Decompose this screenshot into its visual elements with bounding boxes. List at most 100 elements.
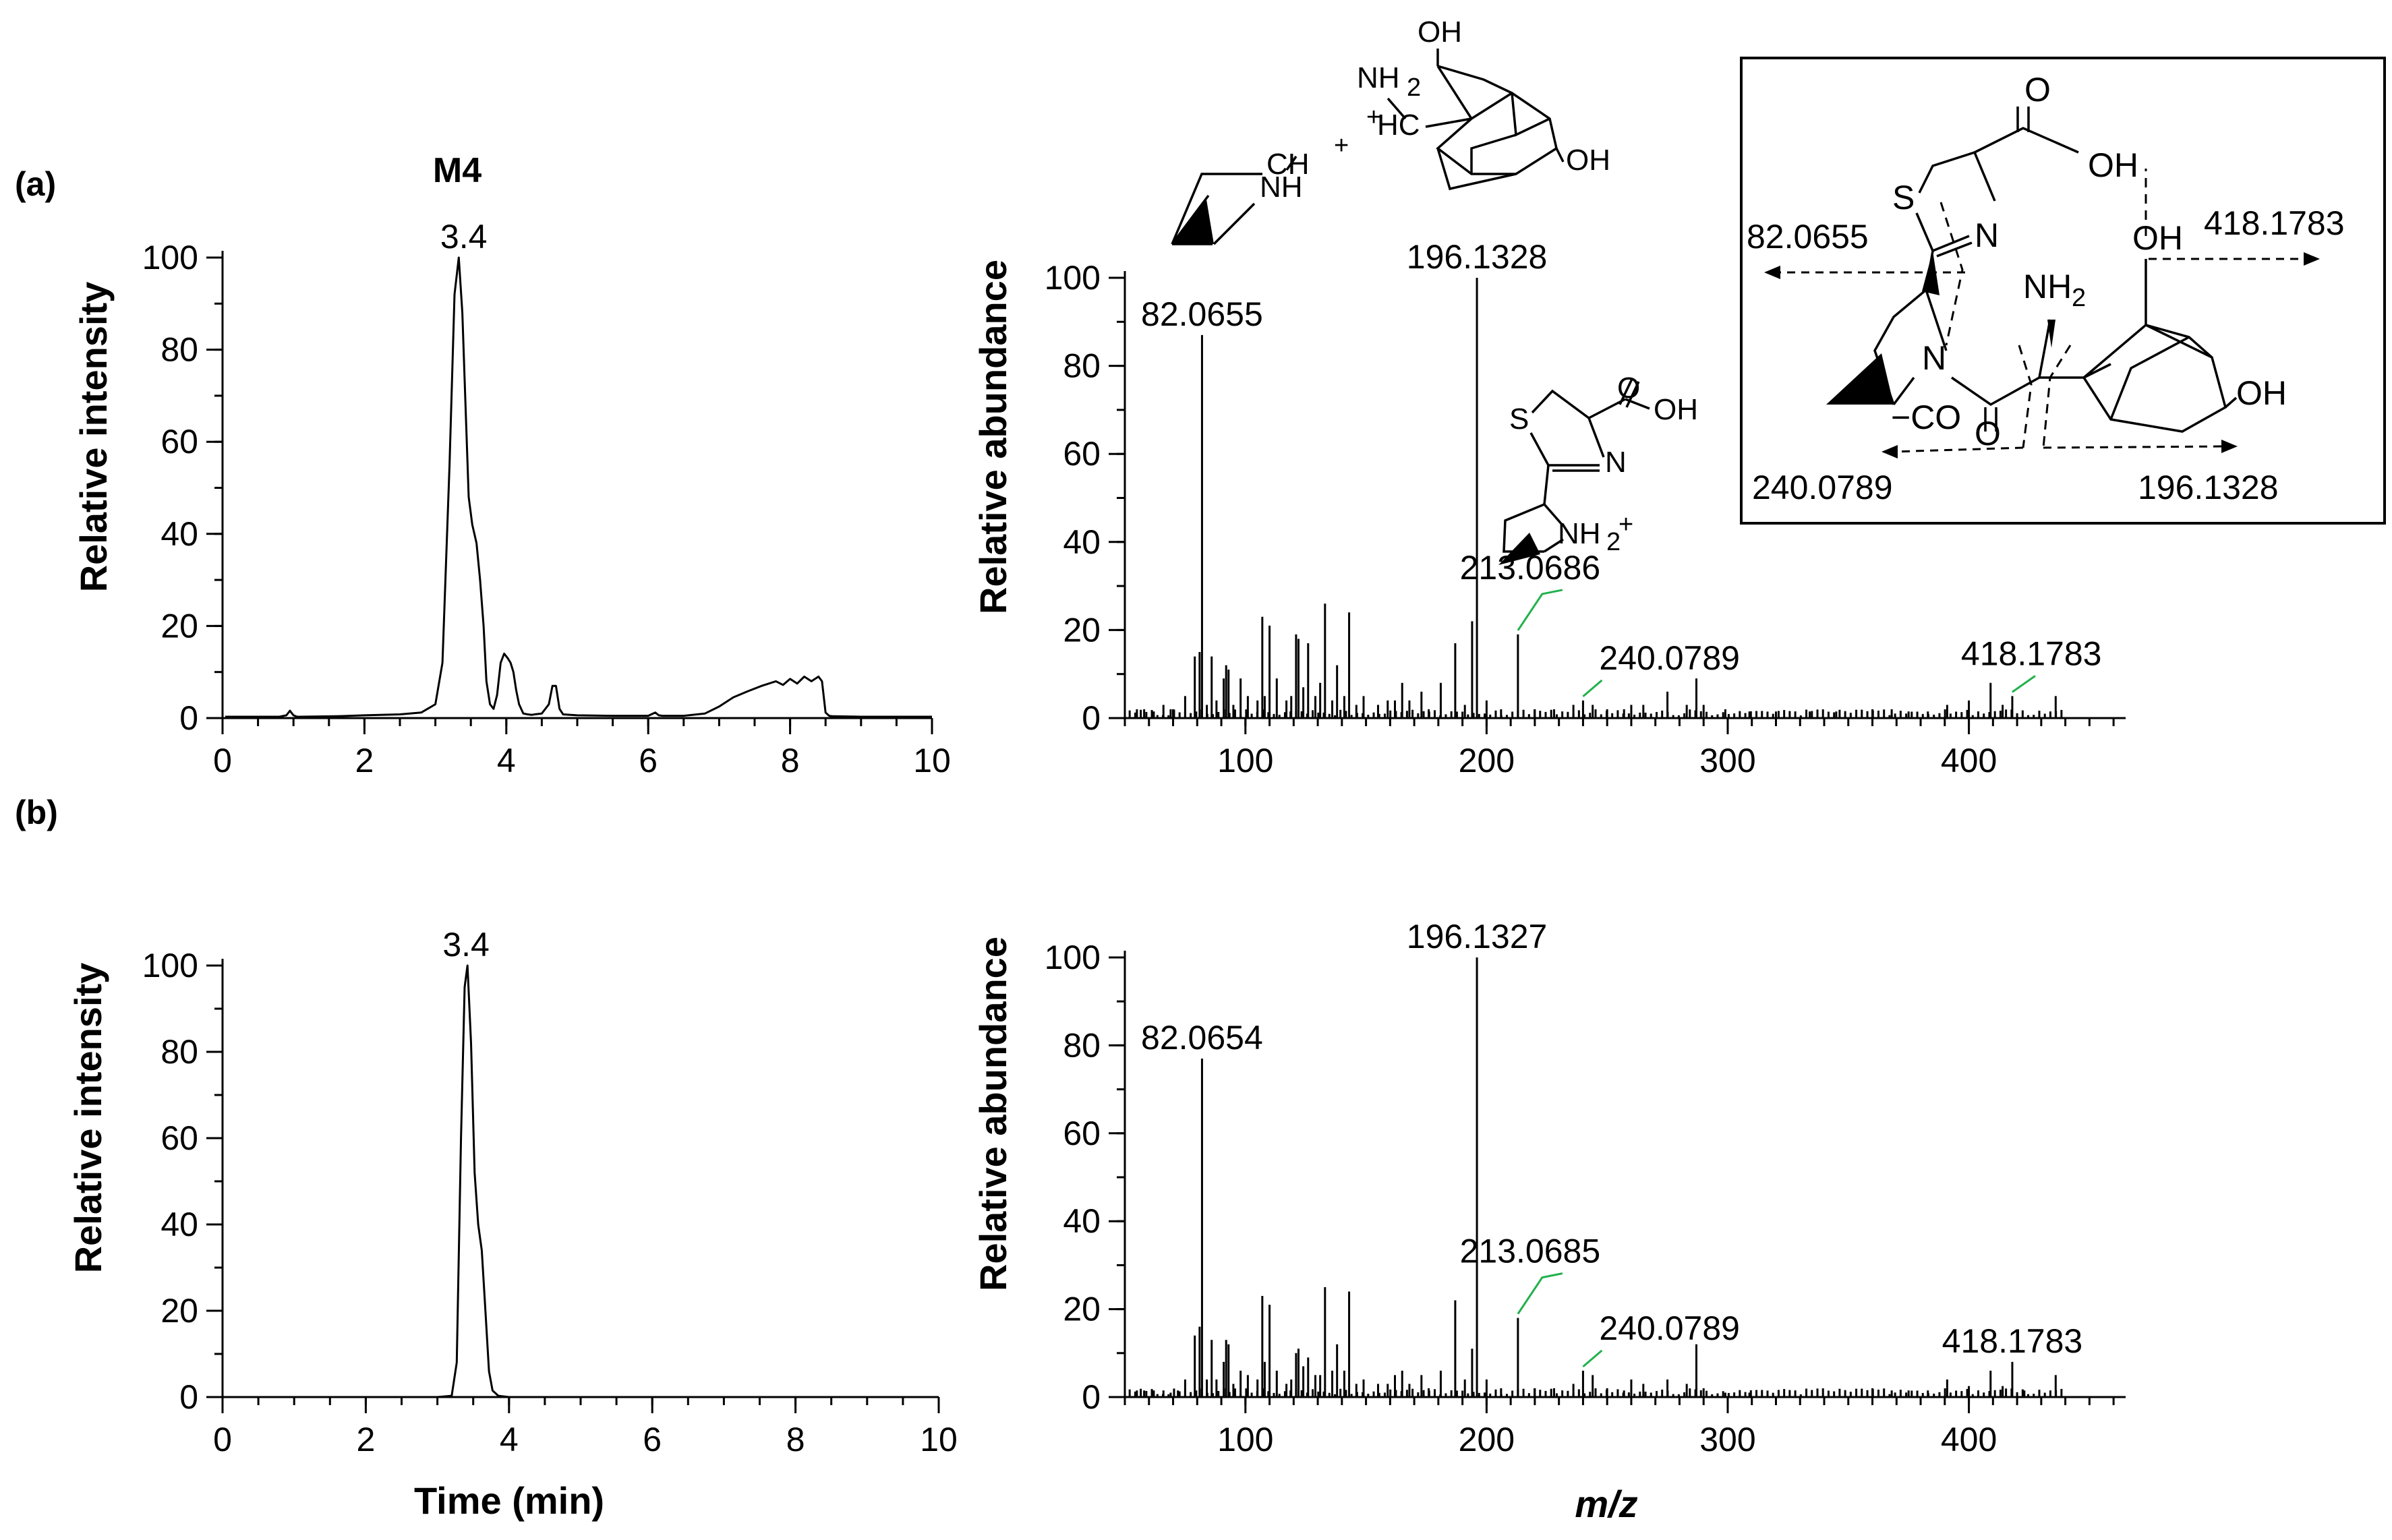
struct3-oh: OH [1654,393,1698,426]
chrom-b-ylabel: Relative intensity [67,963,109,1274]
chrom-b-x-tick-label: 8 [786,1421,805,1458]
inset-atom-nh2-sub: 2 [2072,284,2086,312]
ms-b-label-leader [1517,1272,1563,1315]
struct2-hc: HC [1377,109,1420,142]
chrom-b-x-tick-label: 4 [500,1421,519,1458]
chrom-b-y-tick-label: 60 [161,1119,198,1157]
ms-b-peak-label: 196.1327 [1407,918,1548,955]
chrom-b-y-tick-label: 20 [161,1292,198,1330]
chrom-b-y-tick-label: 40 [161,1206,198,1243]
chrom-a-x-tick-label: 6 [639,742,658,779]
structure-thiazoline-cation: O OH S N NH 2 + [1498,372,1698,565]
chrom-b-y-tick-label: 0 [179,1378,198,1416]
chrom-a-trace [225,256,932,718]
ms-b-peak-label: 418.1783 [1942,1322,2083,1360]
ms-a-y-tick-label: 0 [1082,699,1101,737]
ms-b-x-tick-label: 200 [1459,1421,1515,1458]
chrom-a-x-tick-label: 4 [497,742,516,779]
chrom-b-y-tick-label: 100 [142,947,198,984]
structure-pyrrolidinyl-cation: CH + NH [1171,131,1349,245]
chrom-a-y-tick-label: 20 [161,607,198,645]
panel-label-b: (b) [15,794,58,831]
inset-frag-240: 240.0789 [1752,469,1893,506]
struct2-oh-right: OH [1566,144,1610,177]
struct2-nh2-sub: 2 [1407,73,1421,102]
ms-a-peak-label: 418.1783 [1961,634,2102,672]
structure-adamantyl-cation: OH NH 2 + HC OH [1357,16,1610,191]
inset-frag-82: 82.0655 [1747,218,1869,256]
struct3-s: S [1509,403,1529,436]
inset-atom-oh-right: OH [2236,374,2287,412]
ms-a-x-tick-label: 200 [1459,742,1515,779]
mass-spectrum-b: 100 200 300 400 0 20 40 60 80 100 82.0654 196.1327 2… [1045,918,2126,1458]
inset-frag-196: 196.1328 [2138,469,2279,506]
inset-atom-n-ring: N [1975,216,1999,254]
ms-a-y-tick-label: 60 [1063,435,1101,473]
inset-atom-nh2: NH [2023,268,2072,305]
chrom-a-x-tick-label: 10 [913,742,951,779]
ms-b-y-tick-label: 40 [1063,1202,1101,1240]
chrom-a-x-tick-label: 8 [781,742,800,779]
ms-b-y-tick-label: 100 [1045,939,1101,976]
ms-b-label-leader [1582,1349,1603,1368]
chrom-b-peak-label: 3.4 [442,926,490,964]
chrom-a-peak-label: 3.4 [440,218,488,256]
ms-a-label-leader [1582,679,1603,698]
ms-a-peak-label: 196.1328 [1407,238,1548,276]
chrom-b-y-tick-label: 80 [161,1033,198,1071]
ms-b-peak-label: 82.0654 [1141,1019,1263,1057]
chrom-a-axes [221,251,932,719]
ms-a-label-leader [1517,589,1563,631]
ms-a-y-tick-label: 40 [1063,523,1101,561]
chrom-a-y-tick-label: 60 [161,423,198,461]
inset-atom-o-top: O [2024,71,2051,109]
chrom-b-x-tick-label: 10 [920,1421,958,1458]
struct1-nh: NH [1260,171,1303,204]
inset-structure: O OH S N OH NH 2 N OH O [1740,57,2386,525]
ms-a-y-tick-label: 100 [1045,259,1101,297]
ms-b-y-tick-label: 80 [1063,1026,1101,1064]
inset-atom-n-pyr: N [1922,339,1946,377]
chrom-a-x-tick-label: 0 [213,742,232,779]
chrom-b-axes [221,959,939,1398]
ms-a-x-tick-label: 300 [1699,742,1755,779]
ms-a-y-tick-label: 80 [1063,347,1101,385]
inset-atom-oh-adam: OH [2132,219,2183,257]
inset-loss-co: −CO [1891,398,1961,436]
struct3-nh2: NH [1558,517,1601,550]
ms-a-y-tick-label: 20 [1063,611,1101,649]
ms-b-x-tick-label: 100 [1217,1421,1273,1458]
ms-a-peak-label: 82.0655 [1141,295,1263,333]
mass-spectrum-a: 100 200 300 400 0 20 40 60 80 100 82.0655 196.1328 2… [1045,238,2126,779]
compound-label-m4: M4 [433,151,482,190]
struct1-plus: + [1334,131,1349,160]
chrom-a-x-tick-label: 2 [355,742,374,779]
mz-xlabel: m/z [1575,1483,1637,1525]
ms-b-y-tick-label: 60 [1063,1115,1101,1152]
ms-a-label-leader [2012,675,2036,693]
ms-a-x-tick-label: 400 [1941,742,1997,779]
ms-b-peak-label: 213.0685 [1460,1233,1601,1270]
ms-a-ylabel: Relative abundance [972,260,1014,614]
ms-b-x-tick-label: 300 [1699,1421,1755,1458]
struct2-nh2: NH [1357,61,1400,94]
inset-atom-oh-acid: OH [2088,146,2138,184]
ms-b-y-tick-label: 0 [1082,1378,1101,1416]
ms-a-x-tick-label: 100 [1217,742,1273,779]
struct3-plus: + [1618,510,1633,539]
chrom-b-x-tick-label: 6 [643,1421,662,1458]
chrom-a-ylabel: Relative intensity [72,282,115,593]
struct2-plus: + [1366,103,1381,131]
chrom-b-x-tick-label: 2 [356,1421,375,1458]
ms-a-peak-label: 240.0789 [1599,639,1740,677]
struct2-oh-top: OH [1418,16,1462,49]
chrom-a-y-tick-label: 100 [142,239,198,276]
ms-b-peak-label: 240.0789 [1599,1309,1740,1347]
panel-label-a: (a) [15,165,56,203]
inset-atom-s: S [1892,179,1915,216]
chrom-a-y-tick-label: 0 [179,699,198,737]
ms-b-x-tick-label: 400 [1941,1421,1997,1458]
